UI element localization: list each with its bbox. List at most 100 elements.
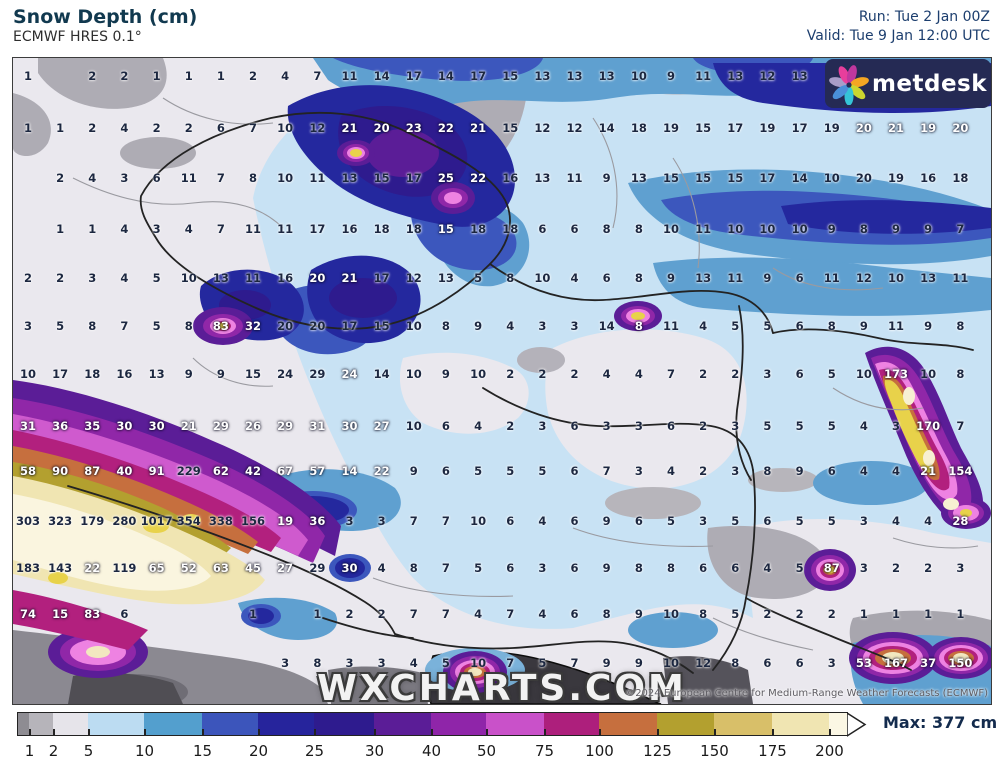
grid-value: 6: [570, 514, 579, 528]
grid-value: 3: [570, 319, 579, 333]
scale-segment: [657, 713, 714, 735]
grid-value: 3: [538, 319, 547, 333]
grid-value: 7: [409, 607, 418, 621]
grid-value: 2: [699, 464, 708, 478]
grid-value: 2: [795, 607, 804, 621]
grid-value: 12: [309, 121, 326, 135]
grid-value: 8: [634, 271, 643, 285]
grid-value: 8: [602, 222, 611, 236]
scale-tickmark: [486, 729, 488, 735]
grid-value: 170: [916, 419, 941, 433]
grid-value: 10: [727, 222, 744, 236]
grid-value: 5: [827, 514, 836, 528]
scale-tickmark: [88, 729, 90, 735]
grid-value: 1: [216, 69, 225, 83]
grid-value: 28: [952, 514, 969, 528]
scale-segment: [88, 713, 144, 735]
grid-value: 62: [212, 464, 229, 478]
grid-value: 20: [309, 271, 326, 285]
grid-value: 87: [84, 464, 101, 478]
grid-value: 6: [570, 561, 579, 575]
grid-value: 10: [470, 367, 487, 381]
model-subtitle: ECMWF HRES 0.1°: [13, 29, 142, 45]
grid-value: 4: [538, 514, 547, 528]
grid-value: 179: [80, 514, 105, 528]
grid-value: 19: [823, 121, 840, 135]
grid-value: 21: [341, 121, 358, 135]
color-scale-bar: [17, 712, 848, 736]
grid-value: 21: [888, 121, 905, 135]
grid-value: 3: [345, 656, 354, 670]
grid-value: 8: [731, 656, 740, 670]
grid-value: 4: [666, 464, 676, 478]
scale-segment: [599, 713, 657, 735]
grid-value: 6: [538, 222, 547, 236]
grid-value: 17: [373, 271, 390, 285]
grid-value: 18: [502, 222, 519, 236]
grid-value: 1: [184, 69, 193, 83]
grid-value: 3: [152, 222, 161, 236]
grid-value: 2: [377, 607, 386, 621]
grid-value: 6: [795, 367, 804, 381]
grid-value: 8: [859, 222, 868, 236]
scale-tickmark: [53, 729, 55, 735]
scale-segment: [53, 713, 88, 735]
scale-tickmark: [144, 729, 146, 735]
grid-value: 8: [184, 319, 193, 333]
grid-value: 5: [731, 319, 740, 333]
grid-value: 6: [634, 514, 643, 528]
grid-value: 9: [827, 222, 836, 236]
grid-value: 8: [409, 561, 418, 575]
grid-value: 6: [570, 607, 579, 621]
grid-value: 74: [19, 607, 37, 621]
grid-value: 32: [245, 319, 262, 333]
grid-value: 2: [23, 271, 33, 285]
grid-value: 6: [506, 561, 515, 575]
grid-value: 4: [570, 271, 579, 285]
grid-value: 10: [470, 656, 487, 670]
grid-value: 11: [277, 222, 294, 236]
grid-value: 83: [212, 319, 229, 333]
scale-tickmark: [202, 729, 204, 735]
grid-value: 9: [602, 171, 611, 185]
grid-value: 2: [924, 561, 933, 575]
grid-value: 27: [277, 561, 294, 575]
grid-value: 58: [19, 464, 37, 478]
grid-value: 9: [602, 561, 611, 575]
grid-value: 7: [216, 222, 225, 236]
grid-value: 5: [152, 319, 161, 333]
grid-value: 10: [405, 419, 422, 433]
grid-value: 3: [23, 319, 33, 333]
grid-value: 6: [152, 171, 161, 185]
grid-value: 9: [474, 319, 483, 333]
scale-segment: [544, 713, 599, 735]
grid-value: 5: [538, 656, 547, 670]
grid-value: 6: [699, 561, 708, 575]
grid-value: 15: [502, 69, 519, 83]
grid-value: 26: [245, 419, 262, 433]
grid-value: 6: [763, 514, 772, 528]
grid-value: 10: [277, 121, 294, 135]
grid-value: 3: [699, 514, 708, 528]
scale-tickmark: [829, 729, 831, 735]
grid-value: 18: [470, 222, 487, 236]
scale-tickmark: [714, 729, 716, 735]
grid-value: 16: [502, 171, 519, 185]
grid-value: 7: [120, 319, 129, 333]
grid-value: 1: [88, 222, 97, 236]
grid-value: 21: [920, 464, 937, 478]
grid-value: 15: [437, 222, 454, 236]
grid-value: 150: [948, 656, 973, 670]
grid-value: 303: [15, 514, 41, 528]
grid-value: 3: [88, 271, 97, 285]
grid-value: 11: [888, 319, 905, 333]
grid-value: 4: [409, 656, 418, 670]
scale-segment: [29, 713, 53, 735]
scale-tickmark: [314, 729, 316, 735]
grid-value: 13: [695, 271, 712, 285]
grid-value: 7: [956, 222, 965, 236]
grid-value: 53: [855, 656, 872, 670]
grid-value: 9: [892, 222, 901, 236]
grid-value: 5: [731, 514, 740, 528]
grid-value: 13: [534, 171, 551, 185]
